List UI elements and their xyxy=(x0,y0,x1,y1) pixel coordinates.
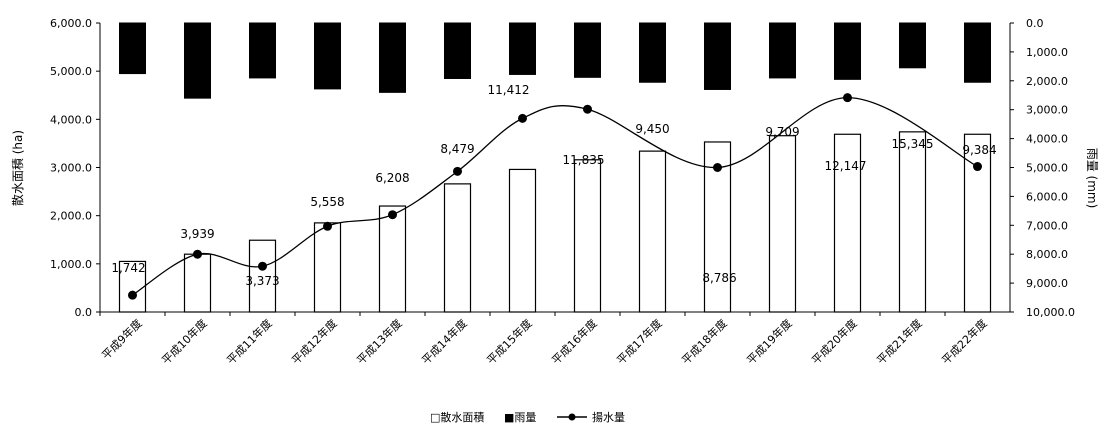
pump-marker xyxy=(713,163,722,172)
right-tick-label: 9,000.0 xyxy=(1026,277,1068,290)
area-bar xyxy=(508,168,537,313)
pump-data-label: 9,384 xyxy=(962,143,996,157)
pump-marker xyxy=(128,290,137,300)
x-tick-label: 平成19年度 xyxy=(744,316,795,367)
right-tick-label: 5,000.0 xyxy=(1026,162,1068,175)
plot-area: 1,742 3,939 3,373 5,558 6,208 8,479 11,412 11,8… xyxy=(111,22,997,313)
x-axis: 平成9年度 平成10年度 平成11年度 平成12年度 平成13年度 平成14年度 平成15年… xyxy=(99,311,1010,367)
pump-data-label: 3,373 xyxy=(245,274,279,288)
rain-bar xyxy=(574,22,601,78)
rain-bar xyxy=(444,22,471,79)
area-bar xyxy=(248,239,277,313)
area-bar xyxy=(638,150,667,313)
left-y-axis: 0.0 1,000.0 2,000.0 3,000.0 4,000.0 5,000.0 6,… xyxy=(50,17,101,319)
left-axis-title: 散水面積 (ha) xyxy=(10,130,25,206)
rain-bar xyxy=(119,22,146,75)
pump-marker xyxy=(453,166,462,176)
area-bar xyxy=(898,131,927,313)
left-tick-label: 1,000.0 xyxy=(50,258,92,271)
x-tick-label: 平成18年度 xyxy=(679,316,730,367)
x-tick-label: 平成13年度 xyxy=(354,316,405,367)
x-tick-label: 平成12年度 xyxy=(289,316,340,367)
right-tick-label: 6,000.0 xyxy=(1026,190,1068,203)
legend-rain: ■雨量 xyxy=(504,411,536,424)
pump-marker xyxy=(193,249,202,259)
right-tick-label: 2,000.0 xyxy=(1026,75,1068,88)
legend-pump: 揚水量 xyxy=(592,411,625,424)
area-bar xyxy=(573,159,602,313)
right-tick-label: 3,000.0 xyxy=(1026,104,1068,117)
pump-data-label: 1,742 xyxy=(111,261,145,275)
left-tick-label: 2,000.0 xyxy=(50,210,92,223)
left-tick-label: 4,000.0 xyxy=(50,113,92,126)
x-tick-label: 平成15年度 xyxy=(484,316,535,367)
x-tick-label: 平成14年度 xyxy=(419,316,470,367)
pump-data-label: 11,412 xyxy=(488,83,530,97)
pump-data-label: 12,147 xyxy=(825,159,867,173)
pump-marker xyxy=(518,113,527,123)
pump-data-label: 9,709 xyxy=(765,125,799,139)
x-tick-label: 平成21年度 xyxy=(874,316,925,367)
pump-data-label: 8,786 xyxy=(702,271,736,285)
rain-bar xyxy=(899,22,926,69)
rain-bar xyxy=(509,22,536,75)
x-tick-label: 平成20年度 xyxy=(809,316,860,367)
right-tick-label: 7,000.0 xyxy=(1026,219,1068,232)
right-tick-label: 10,000.0 xyxy=(1026,306,1075,319)
area-bar xyxy=(443,183,472,313)
x-tick-label: 平成10年度 xyxy=(159,316,210,367)
rain-bar xyxy=(314,22,341,90)
pump-data-label: 9,450 xyxy=(635,122,669,136)
area-bar xyxy=(313,222,342,313)
rain-bar xyxy=(769,22,796,79)
right-tick-label: 0.0 xyxy=(1026,17,1044,30)
area-bar xyxy=(768,135,797,313)
rain-bar xyxy=(964,22,991,83)
x-tick-label: 平成17年度 xyxy=(614,316,665,367)
rain-bar xyxy=(249,22,276,79)
right-axis-title: 雨量 (mm) xyxy=(1085,148,1099,209)
legend-area: □散水面積 xyxy=(430,410,484,424)
pump-data-label: 5,558 xyxy=(310,195,344,209)
right-tick-label: 8,000.0 xyxy=(1026,248,1068,261)
pump-data-label: 8,479 xyxy=(440,142,474,156)
rain-bar xyxy=(379,22,406,93)
pump-marker xyxy=(583,104,592,114)
legend: □散水面積 ■雨量 揚水量 xyxy=(430,410,625,424)
right-y-axis: 0.0 1,000.0 2,000.0 3,000.0 4,000.0 5,000.0 6,… xyxy=(1009,17,1075,319)
x-tick-label: 平成22年度 xyxy=(939,316,990,367)
pump-data-label: 6,208 xyxy=(375,171,409,185)
rain-bar xyxy=(184,22,211,99)
area-bar xyxy=(183,253,212,313)
x-tick-label: 平成16年度 xyxy=(549,316,600,367)
right-tick-label: 4,000.0 xyxy=(1026,133,1068,146)
right-tick-label: 1,000.0 xyxy=(1026,46,1068,59)
pump-marker xyxy=(973,162,982,172)
left-tick-label: 0.0 xyxy=(75,306,93,319)
area-bar xyxy=(833,133,862,313)
area-bar xyxy=(378,205,407,313)
pump-marker xyxy=(258,261,267,271)
pump-data-label: 3,939 xyxy=(180,227,214,241)
x-tick-label: 平成9年度 xyxy=(99,316,145,362)
pump-data-label: 11,835 xyxy=(563,153,605,167)
pump-marker xyxy=(388,210,397,220)
legend-pump-marker xyxy=(568,413,576,421)
rain-bar xyxy=(834,22,861,80)
rain-bar xyxy=(639,22,666,83)
left-tick-label: 6,000.0 xyxy=(50,17,92,30)
left-tick-label: 3,000.0 xyxy=(50,162,92,175)
pump-data-label: 15,345 xyxy=(892,137,934,151)
pump-marker xyxy=(323,221,332,231)
area-bar xyxy=(118,260,147,313)
left-tick-label: 5,000.0 xyxy=(50,65,92,78)
pump-marker xyxy=(843,93,852,103)
rain-bar xyxy=(704,22,731,90)
x-tick-label: 平成11年度 xyxy=(224,316,275,367)
